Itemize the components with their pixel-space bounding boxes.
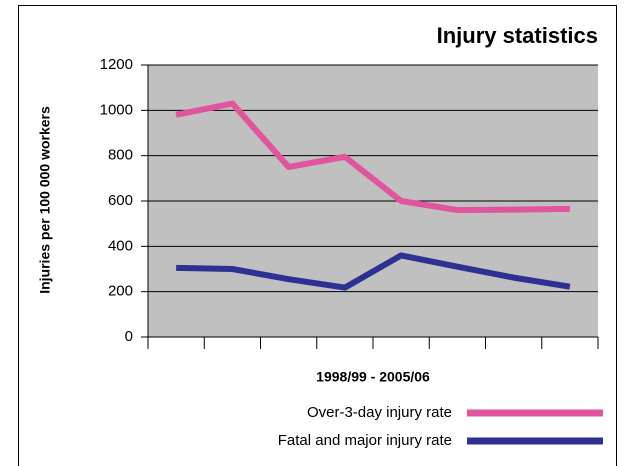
y-tick-label: 1000 [100, 101, 133, 118]
legend-label: Over-3-day injury rate [307, 404, 452, 421]
y-tick-label: 200 [108, 283, 133, 300]
chart-title: Injury statistics [437, 23, 598, 48]
series-line [176, 252, 571, 291]
y-tick-label: 600 [108, 192, 133, 209]
y-tick-label: 800 [108, 147, 133, 164]
y-axis-label: Injuries per 100 000 workers [37, 106, 53, 294]
x-axis-label: 1998/99 - 2005/06 [316, 369, 430, 385]
y-tick-label: 1200 [100, 56, 133, 73]
legend-label: Fatal and major injury rate [278, 432, 452, 449]
y-tick-label: 0 [125, 328, 133, 345]
y-tick-label: 400 [108, 237, 133, 254]
series-line [175, 100, 570, 214]
